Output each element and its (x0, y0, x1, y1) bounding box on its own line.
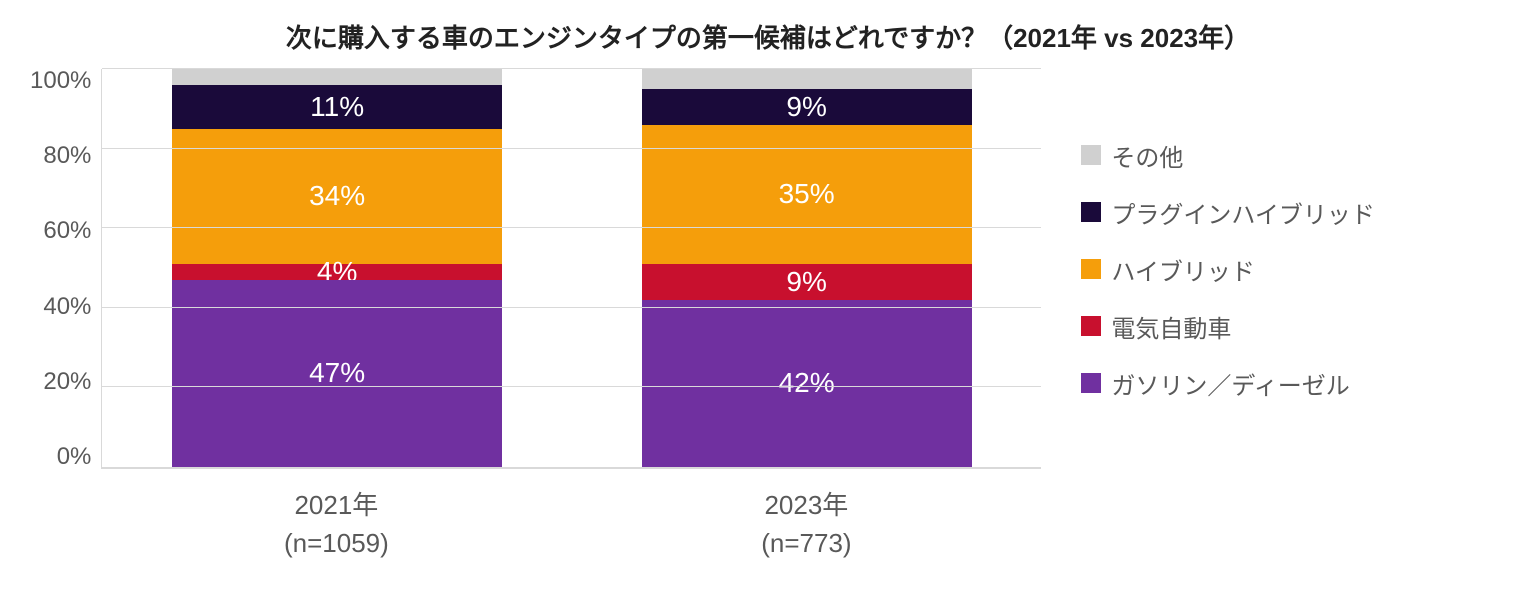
bar-slot: 11% 34% 4% 47% (102, 69, 572, 467)
bar-segment-phev: 11% (172, 85, 502, 129)
gridline (102, 227, 1041, 228)
gridline (102, 307, 1041, 308)
y-axis-tick: 0% (57, 445, 92, 469)
x-axis-category-label: 2021年 (n=1059) (101, 485, 571, 559)
plot-row: 100% 80% 60% 40% 20% 0% 11% 34% 4% 47% 9% 35% 9% 42%… (30, 69, 1506, 559)
bars-layer: 11% 34% 4% 47% 9% 35% 9% 42% (102, 69, 1041, 467)
legend-label: 電気自動車 (1111, 309, 1231, 344)
bar-segment-other (172, 69, 502, 85)
bar-segment-ev: 4% (172, 264, 502, 280)
plot-column: 11% 34% 4% 47% 9% 35% 9% 42% 2021年 (n=1059)2023年… (101, 69, 1041, 559)
legend-item-hybrid: ハイブリッド (1081, 252, 1375, 287)
gridline (102, 68, 1041, 69)
plot-area: 11% 34% 4% 47% 9% 35% 9% 42% (101, 69, 1041, 469)
legend-item-phev: プラグインハイブリッド (1081, 195, 1375, 230)
legend-label: ガソリン／ディーゼル (1111, 366, 1349, 401)
bar-slot: 9% 35% 9% 42% (572, 69, 1042, 467)
legend-swatch (1081, 316, 1101, 336)
y-axis: 100% 80% 60% 40% 20% 0% (30, 69, 101, 469)
segment-value-label: 42% (779, 367, 835, 399)
segment-value-label: 47% (309, 357, 365, 389)
legend-label: その他 (1111, 138, 1183, 173)
bar-segment-hybrid: 34% (172, 129, 502, 264)
x-axis-category-label: 2023年 (n=773) (571, 485, 1041, 559)
stacked-bar: 9% 35% 9% 42% (642, 69, 972, 467)
bar-segment-gasoline_diesel: 42% (642, 300, 972, 467)
legend-swatch (1081, 202, 1101, 222)
y-axis-tick: 20% (43, 370, 91, 394)
bar-segment-hybrid: 35% (642, 125, 972, 264)
segment-value-label: 11% (310, 91, 364, 123)
legend-item-other: その他 (1081, 138, 1375, 173)
legend-swatch (1081, 259, 1101, 279)
legend-label: プラグインハイブリッド (1111, 195, 1375, 230)
gridline (102, 386, 1041, 387)
segment-value-label: 9% (786, 91, 826, 123)
y-axis-tick: 80% (43, 144, 91, 168)
segment-value-label: 9% (786, 266, 826, 298)
legend-swatch (1081, 373, 1101, 393)
legend-item-ev: 電気自動車 (1081, 309, 1375, 344)
segment-value-label: 35% (779, 178, 835, 210)
x-axis-labels: 2021年 (n=1059)2023年 (n=773) (101, 485, 1041, 559)
legend-label: ハイブリッド (1111, 252, 1255, 287)
segment-value-label: 34% (309, 180, 365, 212)
y-axis-tick: 100% (30, 69, 91, 93)
stacked-bar: 11% 34% 4% 47% (172, 69, 502, 467)
chart-title: 次に購入する車のエンジンタイプの第一候補はどれですか？（2021年 vs 202… (30, 18, 1506, 55)
legend-item-gasoline_diesel: ガソリン／ディーゼル (1081, 366, 1375, 401)
x-label-n: (n=773) (571, 528, 1041, 559)
y-axis-tick: 60% (43, 219, 91, 243)
bar-segment-other (642, 69, 972, 89)
legend-swatch (1081, 145, 1101, 165)
bar-segment-ev: 9% (642, 264, 972, 300)
chart-container: 次に購入する車のエンジンタイプの第一候補はどれですか？（2021年 vs 202… (0, 0, 1536, 604)
y-axis-tick: 40% (43, 295, 91, 319)
bar-segment-gasoline_diesel: 47% (172, 280, 502, 467)
x-label-year: 2021年 (101, 485, 571, 522)
x-label-year: 2023年 (571, 485, 1041, 522)
legend: その他プラグインハイブリッドハイブリッド電気自動車ガソリン／ディーゼル (1041, 69, 1375, 469)
gridline (102, 148, 1041, 149)
x-label-n: (n=1059) (101, 528, 571, 559)
bar-segment-phev: 9% (642, 89, 972, 125)
